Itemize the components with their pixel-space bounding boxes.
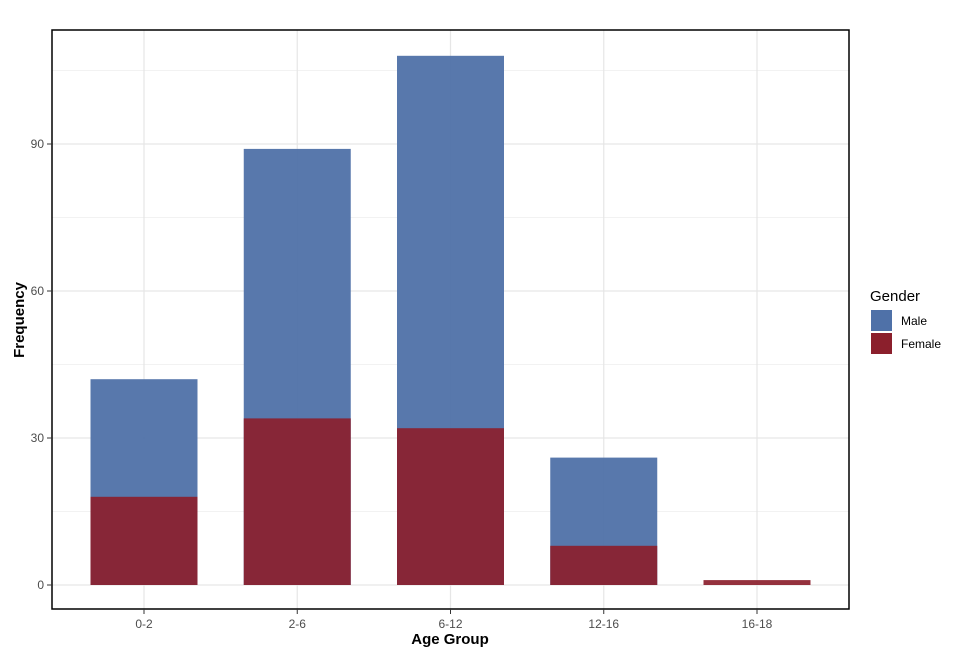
y-tick-label: 60 bbox=[31, 284, 45, 298]
bar-female-12-16 bbox=[550, 545, 658, 585]
legend-swatch-female bbox=[871, 333, 892, 354]
legend: Gender Male Female bbox=[870, 288, 941, 354]
legend-swatch-male bbox=[871, 310, 892, 331]
x-axis-title: Age Group bbox=[411, 631, 489, 648]
y-tick-label: 0 bbox=[37, 578, 44, 592]
x-tick-label: 0-2 bbox=[135, 617, 153, 631]
y-tick-label: 90 bbox=[31, 137, 45, 151]
bars bbox=[90, 55, 811, 586]
bar-female-0-2 bbox=[90, 496, 198, 585]
y-tick-label: 30 bbox=[31, 431, 45, 445]
bar-female-6-12 bbox=[397, 428, 504, 585]
legend-title: Gender bbox=[870, 288, 920, 305]
y-axis-title: Frequency bbox=[11, 281, 28, 358]
x-tick-label: 12-16 bbox=[588, 617, 619, 631]
x-tick-label: 6-12 bbox=[438, 617, 462, 631]
legend-label-male: Male bbox=[901, 314, 927, 328]
x-axis-ticks: 0-2 2-6 6-12 12-16 16-18 bbox=[135, 609, 773, 631]
y-axis-ticks: 0 30 60 90 bbox=[31, 137, 52, 592]
legend-label-female: Female bbox=[901, 337, 941, 351]
x-tick-label: 16-18 bbox=[742, 617, 773, 631]
bar-female-16-18 bbox=[703, 580, 811, 585]
bar-female-2-6 bbox=[243, 418, 351, 585]
x-tick-label: 2-6 bbox=[289, 617, 307, 631]
